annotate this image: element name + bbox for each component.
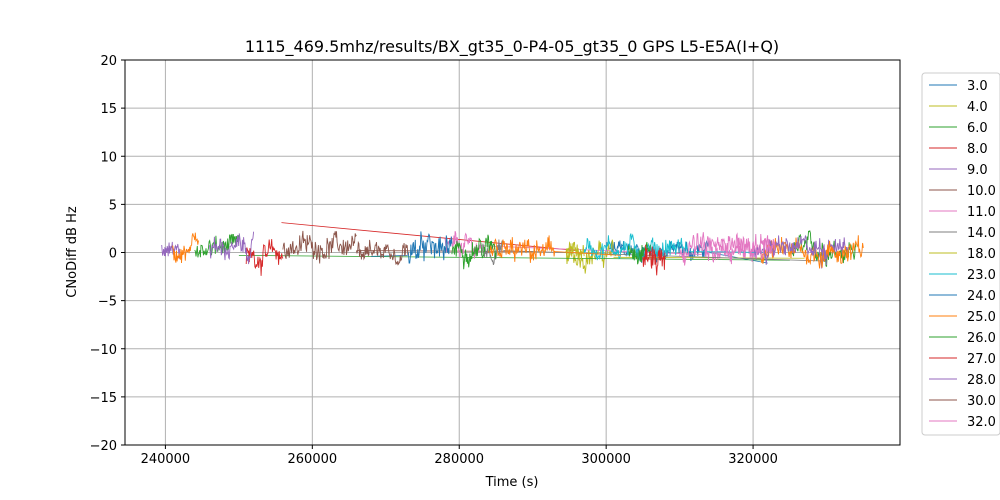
x-tick-label: 260000 bbox=[288, 452, 338, 467]
series-line bbox=[488, 235, 556, 263]
legend-label: 9.0 bbox=[967, 163, 988, 178]
y-tick-label: −20 bbox=[90, 439, 117, 454]
series-27.0 bbox=[642, 244, 666, 276]
series-connector bbox=[554, 251, 621, 256]
series-line bbox=[172, 232, 199, 264]
series-connector bbox=[281, 222, 577, 251]
series-line bbox=[161, 241, 181, 260]
chart-title: 1115_469.5mhz/results/BX_gt35_0-P4-05_gt… bbox=[245, 37, 779, 57]
series-line bbox=[583, 233, 688, 261]
y-tick-label: −10 bbox=[90, 343, 117, 358]
series-18.0 bbox=[565, 241, 585, 261]
legend-label: 4.0 bbox=[967, 100, 988, 115]
series-32.0 bbox=[679, 232, 776, 266]
series-8.0 bbox=[245, 222, 577, 276]
y-tick-label: −15 bbox=[90, 391, 117, 406]
series-line bbox=[642, 244, 666, 276]
series-layer bbox=[161, 222, 864, 276]
legend-label: 25.0 bbox=[967, 310, 996, 325]
series-line bbox=[355, 239, 409, 266]
x-axis-label: Time (s) bbox=[485, 475, 539, 490]
series-line bbox=[282, 230, 357, 264]
y-tick-label: 20 bbox=[100, 54, 117, 69]
x-axis: 240000 260000 280000 300000 320000 bbox=[141, 445, 778, 467]
legend-label: 24.0 bbox=[967, 289, 996, 304]
series-line bbox=[565, 239, 614, 274]
legend-label: 28.0 bbox=[967, 373, 996, 388]
series-line bbox=[752, 234, 827, 266]
y-tick-label: 5 bbox=[109, 198, 117, 213]
y-tick-label: 0 bbox=[109, 247, 117, 262]
legend-label: 27.0 bbox=[967, 352, 996, 367]
series-line bbox=[451, 234, 497, 270]
series-line bbox=[701, 232, 776, 263]
legend-label: 32.0 bbox=[967, 415, 996, 430]
y-axis: −20 −15 −10 −5 0 5 10 15 20 bbox=[90, 54, 125, 454]
y-tick-label: 10 bbox=[100, 150, 117, 165]
legend-label: 8.0 bbox=[967, 142, 988, 157]
legend-label: 3.0 bbox=[967, 79, 988, 94]
series-line bbox=[627, 241, 651, 265]
legend-label: 14.0 bbox=[967, 226, 996, 241]
series-line bbox=[407, 231, 453, 264]
series-line bbox=[245, 239, 284, 276]
series-line bbox=[679, 232, 776, 266]
x-tick-label: 320000 bbox=[728, 452, 778, 467]
legend-label: 30.0 bbox=[967, 394, 996, 409]
x-tick-label: 240000 bbox=[141, 452, 191, 467]
legend-label: 26.0 bbox=[967, 331, 996, 346]
series-30.0 bbox=[355, 239, 409, 266]
legend-label: 11.0 bbox=[967, 205, 996, 220]
legend-frame bbox=[921, 72, 1000, 436]
series-line bbox=[565, 241, 585, 261]
legend-label: 6.0 bbox=[967, 121, 988, 136]
series-line bbox=[209, 231, 255, 265]
legend: 3.0 4.0 6.0 8.0 9.0 10.0 11.0 14.0 18.0 23.0 24.0 2… bbox=[921, 72, 1000, 436]
y-tick-label: −5 bbox=[98, 295, 117, 310]
x-tick-label: 280000 bbox=[434, 452, 484, 467]
series-26.0 bbox=[451, 234, 651, 270]
y-axis-label: CNoDiff dB Hz bbox=[65, 206, 80, 298]
series-24.0 bbox=[371, 231, 453, 264]
plot-area bbox=[124, 59, 901, 446]
x-tick-label: 300000 bbox=[581, 452, 631, 467]
series-28.0 bbox=[209, 231, 827, 266]
legend-label: 23.0 bbox=[967, 268, 996, 283]
legend-label: 18.0 bbox=[967, 247, 996, 262]
y-tick-label: 15 bbox=[100, 102, 117, 117]
legend-label: 10.0 bbox=[967, 184, 996, 199]
